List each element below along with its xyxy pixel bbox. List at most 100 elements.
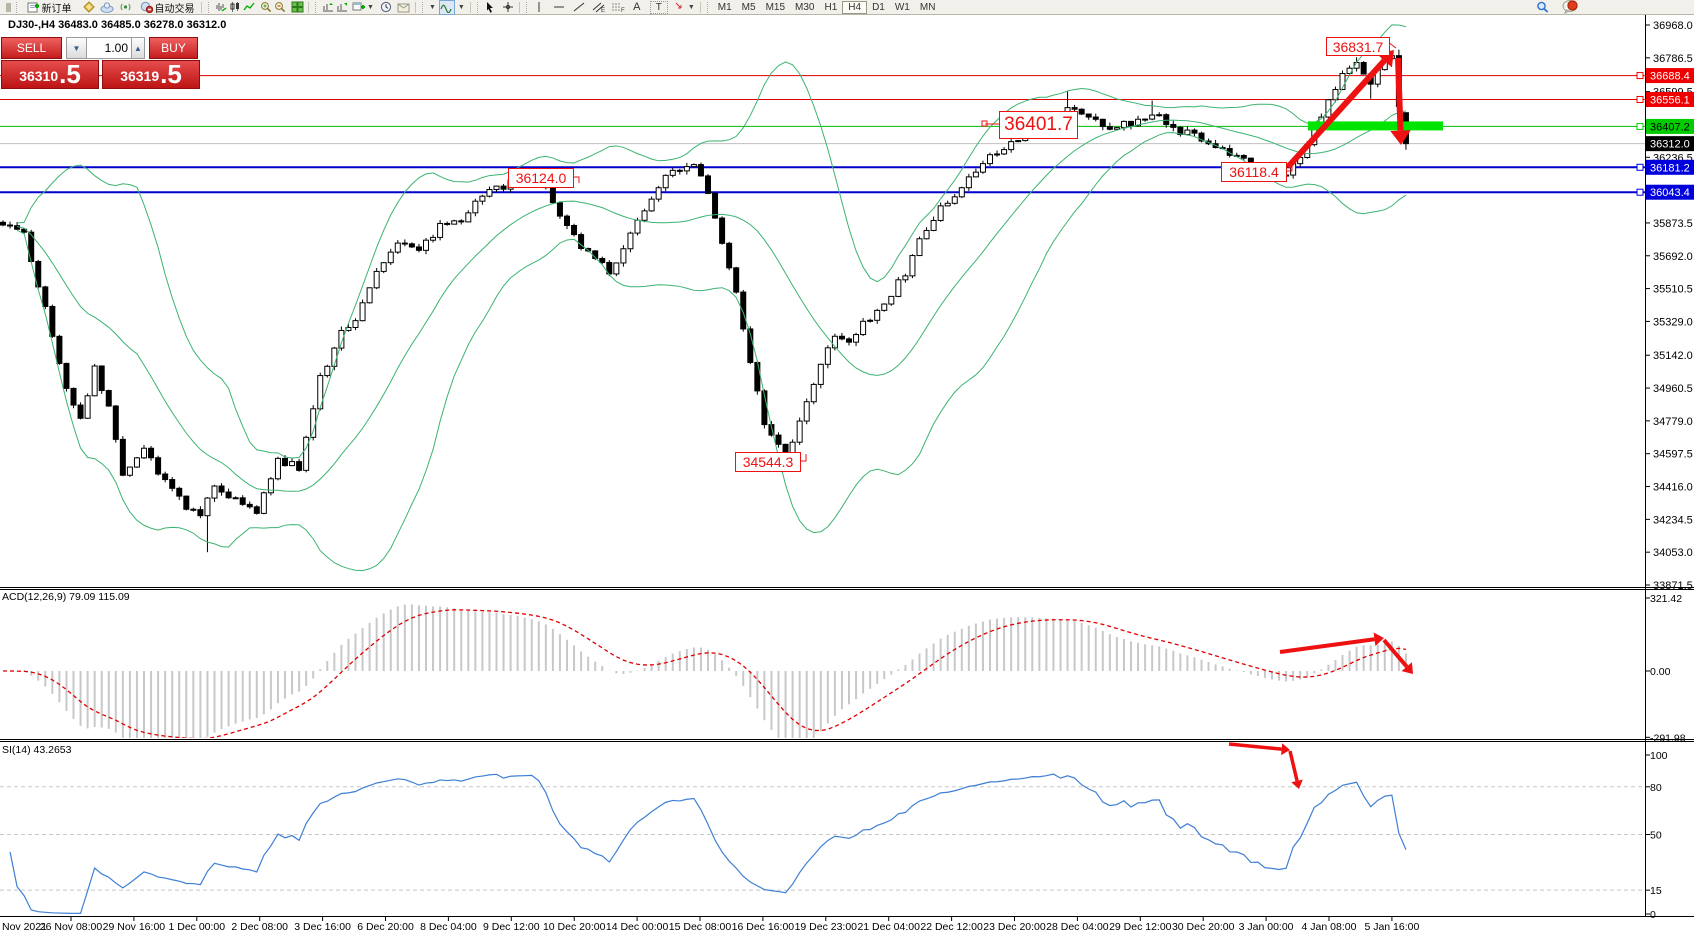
svg-text:28 Dec 04:00: 28 Dec 04:00 [1046, 921, 1109, 933]
tab-timeframe-m1[interactable]: M1 [717, 1, 732, 13]
svg-text:34416.0: 34416.0 [1653, 482, 1693, 494]
notification-balloon-icon[interactable]: 1 [1562, 0, 1579, 14]
tab-timeframe-m15[interactable]: M15 [765, 1, 786, 13]
fibonacci-icon[interactable]: F [611, 1, 625, 14]
vertical-line-icon[interactable] [532, 1, 546, 14]
svg-text:36181.2: 36181.2 [1650, 162, 1690, 174]
price-annotation: 34544.3 [735, 452, 801, 472]
new-chart-dropdown[interactable]: ▼ [367, 3, 374, 11]
new-order-icon [27, 2, 39, 13]
svg-text:33871.5: 33871.5 [1653, 580, 1693, 592]
svg-text:26 Nov 08:00: 26 Nov 08:00 [40, 921, 103, 933]
ask-price-main: 36319 [120, 68, 160, 84]
toolbar: 新订单 自动交易 ▼ [0, 0, 1694, 15]
signal-button[interactable] [118, 1, 132, 14]
zoom-in-icon[interactable] [259, 1, 273, 14]
bar-chart-icon[interactable] [214, 1, 228, 14]
toolbar-grip [16, 1, 20, 13]
ask-price-fraction: .5 [160, 59, 182, 89]
tab-timeframe-m5[interactable]: M5 [741, 1, 756, 13]
tab-timeframe-m30[interactable]: M30 [795, 1, 815, 13]
price-annotation: 36401.7 [999, 111, 1078, 139]
svg-text:10 Dec 20:00: 10 Dec 20:00 [543, 921, 606, 933]
svg-text:36312.0: 36312.0 [1650, 139, 1690, 151]
text-icon[interactable]: A [633, 1, 641, 13]
tab-timeframe-h1[interactable]: H1 [824, 1, 838, 13]
svg-text:321.42: 321.42 [1650, 593, 1682, 605]
signal-icon [119, 3, 131, 11]
svg-text:36043.4: 36043.4 [1650, 187, 1690, 199]
bid-price-main: 36310 [19, 68, 59, 84]
auto-trading-label: 自动交易 [154, 3, 195, 15]
volume-input[interactable] [87, 37, 131, 59]
clock-icon[interactable] [379, 1, 393, 14]
horizontal-line-icon[interactable] [552, 1, 566, 14]
buy-button[interactable]: BUY [149, 37, 198, 59]
svg-text:36786.5: 36786.5 [1653, 53, 1693, 65]
svg-text:36968.0: 36968.0 [1653, 20, 1693, 32]
auto-trading-button[interactable]: 自动交易 [137, 1, 197, 15]
svg-text:15 Dec 08:00: 15 Dec 08:00 [669, 921, 732, 933]
text-label-icon[interactable]: T [649, 0, 668, 14]
svg-text:23 Dec 20:00: 23 Dec 20:00 [983, 921, 1046, 933]
svg-text:15: 15 [1650, 885, 1662, 897]
sell-button[interactable]: SELL [1, 37, 62, 59]
arrows-icon[interactable] [673, 1, 687, 14]
svg-text:34234.5: 34234.5 [1653, 514, 1693, 526]
svg-text:F: F [621, 8, 625, 13]
volume-decrease-button[interactable]: ▼ [66, 37, 87, 59]
one-click-trading-panel: SELL ▼ ▲ BUY 36310 .5 36319 .5 [1, 37, 200, 89]
market-watch-button[interactable] [82, 1, 96, 14]
tab-timeframe-h4[interactable]: H4 [842, 0, 868, 14]
indicators-dropdown-left[interactable]: ▼ [428, 3, 436, 11]
line-chart-icon[interactable] [242, 1, 256, 14]
volume-increase-button[interactable]: ▲ [131, 37, 145, 59]
crosshair-icon[interactable] [501, 1, 515, 14]
svg-text:35873.5: 35873.5 [1653, 218, 1693, 230]
notification-count: 1 [1563, 1, 1569, 11]
indicators-icon[interactable] [438, 0, 455, 15]
svg-text:8 Dec 04:00: 8 Dec 04:00 [420, 921, 477, 933]
tab-timeframe-d1[interactable]: D1 [872, 1, 885, 13]
candle-chart-icon[interactable] [228, 1, 242, 14]
partial-icon [0, 1, 14, 14]
indicators-dropdown-right[interactable]: ▼ [457, 3, 465, 11]
svg-text:35692.0: 35692.0 [1653, 251, 1693, 263]
tile-windows-icon[interactable] [290, 1, 304, 14]
svg-text:6 Dec 20:00: 6 Dec 20:00 [357, 921, 414, 933]
svg-text:1 Dec 00:00: 1 Dec 00:00 [168, 921, 225, 933]
svg-text:50: 50 [1650, 830, 1662, 842]
search-icon[interactable] [1536, 1, 1550, 14]
svg-text:35142.0: 35142.0 [1653, 350, 1693, 362]
bid-price[interactable]: 36310 .5 [1, 60, 99, 89]
ask-price[interactable]: 36319 .5 [102, 60, 200, 89]
mail-icon[interactable] [397, 1, 411, 14]
chart-autoscroll-icon[interactable] [335, 1, 349, 14]
svg-text:29 Nov 16:00: 29 Nov 16:00 [103, 921, 166, 933]
trendline-icon[interactable] [572, 1, 586, 14]
svg-text:34053.0: 34053.0 [1653, 547, 1693, 559]
profiles-icon [100, 2, 114, 13]
channel-icon[interactable]: E [592, 1, 606, 14]
svg-text:E: E [601, 8, 605, 13]
zoom-out-icon[interactable] [273, 1, 287, 14]
svg-text:-291.98: -291.98 [1650, 732, 1686, 744]
arrows-dropdown[interactable]: ▼ [687, 3, 695, 11]
price-annotation: 36831.7 [1326, 37, 1390, 56]
chart-ohlc-title: DJ30-,H4 36483.0 36485.0 36278.0 36312.0 [8, 19, 227, 31]
svg-text:5 Jan 16:00: 5 Jan 16:00 [1364, 921, 1419, 933]
svg-text:3 Dec 16:00: 3 Dec 16:00 [294, 921, 351, 933]
tab-timeframe-w1[interactable]: W1 [894, 1, 910, 13]
new-order-button[interactable]: 新订单 [22, 1, 76, 15]
cursor-icon[interactable] [483, 1, 497, 14]
tab-timeframe-mn[interactable]: MN [919, 1, 936, 13]
svg-text:36407.2: 36407.2 [1650, 121, 1690, 133]
new-chart-icon[interactable] [352, 1, 366, 14]
chart-shift-icon[interactable] [321, 1, 335, 14]
price-annotation: 36124.0 [508, 168, 574, 188]
profiles-button[interactable] [100, 1, 114, 14]
new-order-label: 新订单 [41, 3, 72, 15]
svg-text:Nov 2021: Nov 2021 [2, 921, 47, 933]
